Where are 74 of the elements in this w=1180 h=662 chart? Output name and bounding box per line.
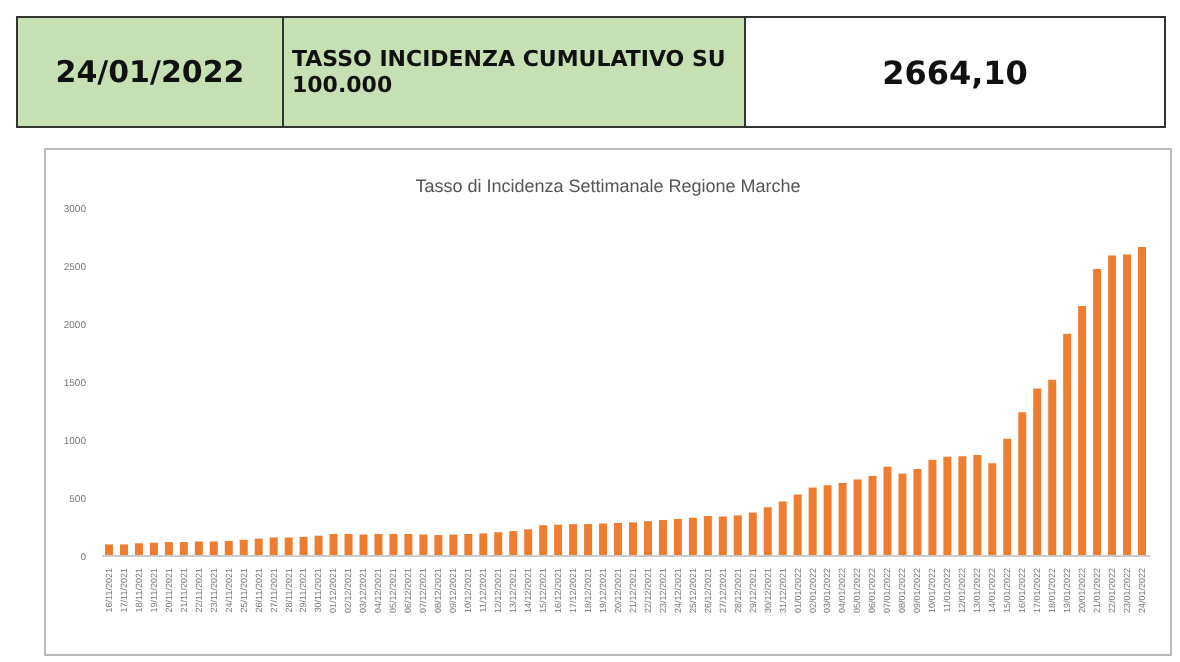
bar bbox=[853, 479, 862, 556]
bar bbox=[1033, 388, 1042, 556]
bar bbox=[643, 521, 652, 556]
bar bbox=[569, 524, 578, 556]
bar bbox=[793, 494, 802, 556]
bar bbox=[988, 463, 997, 556]
bar bbox=[1108, 255, 1117, 556]
bar bbox=[943, 456, 952, 556]
bar bbox=[479, 533, 488, 556]
bar bbox=[1078, 306, 1087, 556]
bar bbox=[389, 533, 398, 556]
bar bbox=[284, 537, 293, 556]
bar bbox=[164, 542, 173, 556]
bar bbox=[374, 533, 383, 556]
bar bbox=[524, 529, 533, 556]
bar bbox=[179, 542, 188, 556]
bar bbox=[599, 523, 608, 556]
bar bbox=[628, 522, 637, 556]
bar bbox=[104, 544, 113, 556]
bar bbox=[823, 485, 832, 556]
chart-title: Tasso di Incidenza Settimanale Regione Marche bbox=[413, 176, 803, 196]
bar bbox=[149, 542, 158, 556]
bar bbox=[584, 524, 593, 556]
bar bbox=[224, 540, 233, 556]
bar bbox=[314, 535, 323, 556]
bar bbox=[344, 533, 353, 556]
bar bbox=[1048, 379, 1057, 556]
bar bbox=[973, 455, 982, 556]
bar bbox=[1063, 333, 1072, 556]
bar bbox=[449, 534, 458, 556]
bar bbox=[928, 459, 937, 556]
bar bbox=[1093, 268, 1102, 556]
bar bbox=[808, 487, 817, 556]
bar bbox=[1018, 412, 1027, 556]
bar bbox=[509, 531, 518, 556]
text: 2664,10 bbox=[745, 17, 1165, 127]
bar bbox=[404, 533, 413, 556]
bar bbox=[1003, 438, 1012, 556]
text: TASSO INCIDENZA CUMULATIVO SU 100.000 bbox=[283, 17, 745, 127]
bar bbox=[1138, 246, 1147, 556]
text: 24/01/2022 bbox=[17, 17, 283, 127]
bar bbox=[673, 518, 682, 556]
bar bbox=[464, 533, 473, 556]
bar bbox=[748, 512, 757, 556]
bar bbox=[329, 533, 338, 556]
bar bbox=[269, 537, 278, 556]
bar bbox=[209, 541, 218, 556]
bar bbox=[134, 543, 143, 556]
bar bbox=[658, 520, 667, 556]
bar bbox=[703, 515, 712, 556]
bar bbox=[614, 522, 623, 556]
bar bbox=[1123, 254, 1132, 556]
bar bbox=[194, 541, 203, 556]
bar bbox=[778, 501, 787, 556]
bar bbox=[434, 535, 443, 556]
bar bbox=[539, 525, 548, 556]
bar bbox=[718, 516, 727, 556]
bar bbox=[868, 475, 877, 556]
bar bbox=[494, 532, 503, 556]
bar bbox=[763, 507, 772, 556]
bar bbox=[898, 473, 907, 556]
bar bbox=[359, 534, 368, 556]
bar bbox=[958, 456, 967, 556]
bar bbox=[254, 538, 263, 556]
bar bbox=[883, 466, 892, 556]
bar bbox=[733, 515, 742, 556]
bar bbox=[838, 482, 847, 556]
bar bbox=[913, 469, 922, 556]
bar bbox=[119, 544, 128, 556]
bar bbox=[299, 536, 308, 556]
bar bbox=[554, 524, 563, 556]
bar bbox=[239, 539, 248, 556]
bar bbox=[688, 517, 697, 556]
bar bbox=[419, 534, 428, 556]
